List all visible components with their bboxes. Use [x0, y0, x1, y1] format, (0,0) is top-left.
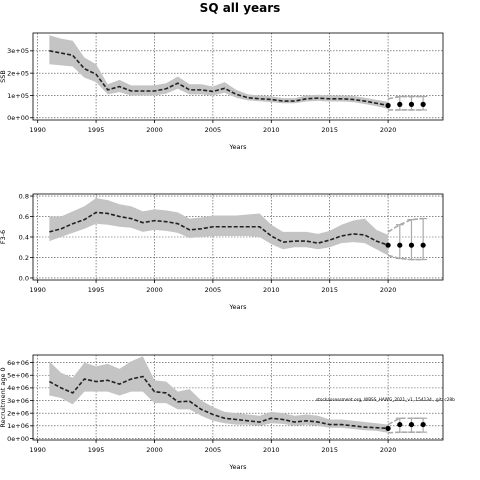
estimate-line [49, 50, 389, 107]
forecast-upper-line [387, 217, 424, 233]
forecast-point [420, 101, 426, 107]
y-axis-label: SSB [0, 70, 7, 83]
panel-bottom: 1990 1995 2000 2005 2010 2015 2020 0e+00 1e+06 2e… [0, 354, 455, 471]
x-tick-label: 2020 [380, 286, 397, 294]
axes-frame [32, 354, 444, 441]
confidence-band [49, 35, 389, 109]
x-tick-label: 2020 [380, 126, 397, 134]
panel-middle: 1990 1995 2000 2005 2010 2015 2020 0.0 0.2 0.4 0.6… [0, 192, 444, 311]
forecast-point [385, 102, 391, 109]
forecast-point [385, 425, 391, 431]
y-tick-label: 4e+06 [7, 384, 29, 392]
x-tick-label: 1990 [29, 286, 46, 294]
x-tick-label: 2015 [321, 286, 338, 294]
x-tick-label: 1995 [88, 446, 105, 454]
y-tick-label: 1e+06 [7, 422, 29, 430]
y-tick-label: 1e+05 [7, 92, 29, 100]
forecast-point [408, 242, 415, 248]
y-tick-label: 0.6 [19, 213, 29, 221]
x-tick-label: 2000 [146, 286, 163, 294]
y-tick-label: 0e+00 [7, 435, 29, 443]
y-tick-label: 0e+00 [7, 114, 29, 122]
x-tick-label: 1990 [29, 126, 46, 134]
estimate-line [48, 375, 389, 430]
y-tick-label: 3e+05 [7, 47, 29, 55]
run-annotation: stockassessment.org, WBSS_HAWG_2021_v1, … [316, 397, 455, 403]
y-tick-label: 0.0 [19, 274, 29, 282]
forecast-point [408, 101, 415, 107]
x-tick-label: 2020 [380, 446, 397, 454]
estimate-line [49, 211, 389, 246]
forecast-point [397, 242, 403, 248]
y-tick-label: 0.4 [19, 233, 29, 241]
x-axis-label: Years [228, 143, 247, 151]
forecast-point [420, 421, 426, 428]
y-tick-label: 0.2 [19, 254, 29, 262]
y-tick-label: 2e+05 [7, 69, 29, 77]
forecast-point [397, 421, 403, 428]
forecast-point [420, 242, 426, 248]
y-axis-label: F3-6 [0, 230, 7, 244]
y-tick-label: 5e+06 [7, 372, 29, 380]
x-tick-label: 2010 [263, 446, 280, 454]
y-axis-label: Recruitment age 0 [0, 367, 7, 427]
y-tick-label: 2e+06 [7, 409, 29, 417]
x-tick-label: 2005 [205, 446, 222, 454]
x-tick-label: 1995 [88, 126, 105, 134]
y-tick-label: 0.8 [19, 192, 29, 200]
chart-title: SQ all years [199, 1, 281, 15]
x-axis-label: Years [228, 463, 247, 471]
x-tick-label: 2000 [146, 446, 163, 454]
y-tick-label: 6e+06 [7, 359, 29, 367]
x-tick-label: 1990 [29, 446, 46, 454]
y-tick-label: 3e+06 [7, 397, 29, 405]
forecast-point [385, 242, 391, 248]
x-tick-label: 2005 [205, 286, 222, 294]
axes-frame [32, 32, 444, 121]
forecast-point [397, 101, 403, 107]
x-tick-label: 2015 [321, 126, 338, 134]
x-tick-label: 2005 [205, 126, 222, 134]
forecast-point [408, 421, 415, 428]
x-tick-label: 1995 [88, 286, 105, 294]
x-tick-label: 2010 [263, 286, 280, 294]
confidence-band [49, 356, 389, 433]
x-tick-label: 2000 [146, 126, 163, 134]
x-tick-label: 2015 [321, 446, 338, 454]
forecast-lower-line [387, 254, 424, 261]
forecast-lower-line [388, 431, 424, 434]
panel-top: 1990 1995 2000 2005 2010 2015 2020 0e+00 1e+05 2e… [0, 32, 444, 151]
x-tick-label: 2010 [263, 126, 280, 134]
x-axis-label: Years [228, 303, 247, 311]
forecast-upper-line [387, 95, 424, 100]
forecast-upper-line [387, 417, 424, 426]
